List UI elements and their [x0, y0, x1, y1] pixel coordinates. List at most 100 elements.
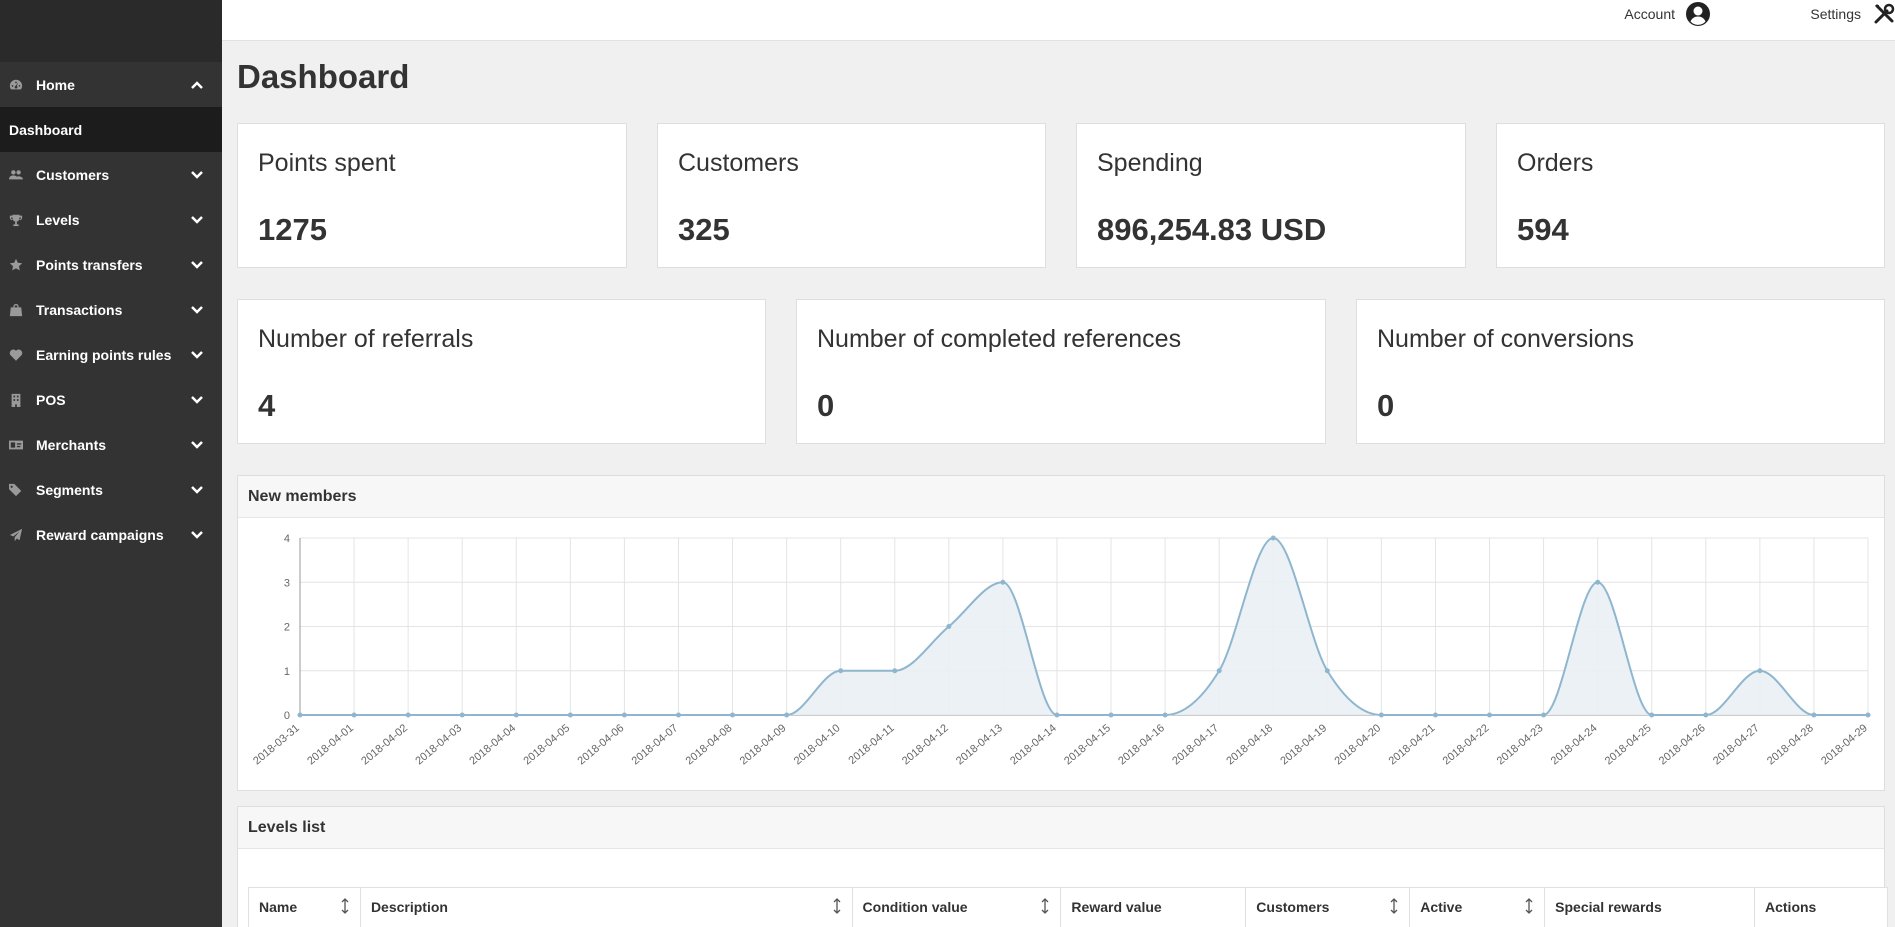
chevron-down-icon	[190, 528, 204, 542]
x-tick-label: 2018-04-05	[521, 722, 572, 767]
dashboard-icon	[8, 77, 24, 93]
sidebar-item-reward-campaigns[interactable]: Reward campaigns	[0, 512, 222, 557]
x-tick-label: 2018-04-24	[1549, 722, 1600, 767]
x-tick-label: 2018-04-22	[1441, 722, 1492, 767]
chart-point	[1432, 712, 1438, 718]
levels-table: Name Description Condition value Reward …	[248, 887, 1888, 927]
column-header-customers[interactable]: Customers	[1245, 887, 1411, 927]
chevron-down-icon	[190, 258, 204, 272]
chevron-up-icon	[190, 78, 204, 92]
account-button[interactable]: Account	[1624, 0, 1711, 28]
stat-card-conversions: Number of conversions 0	[1356, 299, 1885, 444]
stat-value: 325	[678, 212, 730, 247]
stat-card-orders: Orders 594	[1496, 123, 1885, 268]
sidebar: Home Dashboard Customers Levels Points t…	[0, 0, 222, 927]
chart-point	[946, 624, 952, 629]
settings-label: Settings	[1810, 6, 1861, 22]
chart-point	[1649, 712, 1655, 718]
sidebar-item-label: Home	[36, 76, 75, 93]
stat-card-spending: Spending 896,254.83 USD	[1076, 123, 1466, 268]
stat-value: 4	[258, 388, 276, 423]
chart-point	[784, 712, 790, 718]
stat-card-completed-references: Number of completed references 0	[796, 299, 1326, 444]
x-tick-label: 2018-03-31	[251, 722, 302, 767]
chevron-down-icon	[190, 438, 204, 452]
sort-icon	[1390, 898, 1398, 914]
chart-point	[405, 712, 411, 718]
panel-title: Levels list	[238, 807, 1884, 849]
x-tick-label: 2018-04-07	[630, 722, 681, 767]
user-circle-icon	[1686, 2, 1710, 26]
chart-point	[838, 668, 844, 674]
sidebar-logo-area	[0, 0, 222, 62]
stat-label: Spending	[1097, 149, 1203, 177]
sidebar-subitem-label: Dashboard	[9, 121, 83, 138]
sidebar-item-transactions[interactable]: Transactions	[0, 287, 222, 332]
sidebar-item-label: Segments	[36, 481, 103, 498]
chart-point	[1378, 712, 1384, 718]
column-header-name[interactable]: Name	[248, 887, 361, 927]
chevron-down-icon	[190, 168, 204, 182]
y-tick-label: 1	[284, 666, 290, 678]
stat-card-points-spent: Points spent 1275	[237, 123, 627, 268]
x-tick-label: 2018-04-06	[576, 722, 627, 767]
chart-point	[513, 712, 519, 718]
settings-button[interactable]: Settings	[1810, 0, 1895, 28]
star-icon	[8, 257, 24, 273]
column-header-condition-value[interactable]: Condition value	[851, 887, 1062, 927]
chart-point	[1865, 712, 1871, 718]
building-icon	[8, 392, 24, 408]
page-title: Dashboard	[237, 58, 410, 95]
sidebar-item-segments[interactable]: Segments	[0, 467, 222, 512]
column-label: Special rewards	[1555, 899, 1662, 916]
x-tick-label: 2018-04-11	[846, 722, 896, 767]
sidebar-item-pos[interactable]: POS	[0, 377, 222, 422]
y-tick-label: 3	[284, 577, 290, 589]
sidebar-item-points-transfers[interactable]: Points transfers	[0, 242, 222, 287]
x-tick-label: 2018-04-01	[305, 722, 356, 767]
chevron-down-icon	[190, 213, 204, 227]
panel-title: New members	[238, 476, 1884, 518]
column-header-description[interactable]: Description	[359, 887, 853, 927]
stat-label: Number of completed references	[817, 325, 1182, 353]
chart-series-line	[300, 536, 1868, 716]
chart-point	[1595, 579, 1601, 585]
column-header-actions: Actions	[1754, 887, 1888, 927]
sidebar-item-customers[interactable]: Customers	[0, 152, 222, 197]
y-tick-label: 2	[284, 622, 290, 634]
column-header-active[interactable]: Active	[1409, 887, 1546, 927]
sidebar-item-earning-points-rules[interactable]: Earning points rules	[0, 332, 222, 377]
shopping-bag-icon	[8, 302, 24, 318]
stat-card-customers: Customers 325	[657, 123, 1046, 268]
column-label: Active	[1420, 899, 1463, 916]
sidebar-item-label: Levels	[36, 211, 80, 228]
stat-card-referrals: Number of referrals 4	[237, 299, 766, 444]
x-tick-label: 2018-04-03	[413, 722, 464, 767]
stat-value: 1275	[258, 212, 327, 247]
x-tick-label: 2018-04-04	[467, 722, 518, 767]
x-tick-label: 2018-04-15	[1062, 722, 1113, 767]
id-card-icon	[8, 437, 24, 453]
chart-point	[1000, 579, 1006, 585]
chart-point	[1324, 668, 1330, 674]
chevron-down-icon	[190, 483, 204, 497]
x-tick-label: 2018-04-02	[359, 722, 410, 767]
sidebar-item-merchants[interactable]: Merchants	[0, 422, 222, 467]
sidebar-item-home[interactable]: Home	[0, 62, 222, 107]
chart-point	[1541, 712, 1547, 718]
stat-value: 896,254.83 USD	[1097, 212, 1327, 247]
chart-point	[459, 712, 465, 718]
column-header-special-rewards: Special rewards	[1544, 887, 1755, 927]
x-tick-label: 2018-04-26	[1657, 722, 1708, 767]
x-tick-label: 2018-04-08	[684, 722, 735, 767]
sidebar-item-label: Merchants	[36, 436, 107, 453]
column-label: Description	[370, 899, 448, 916]
trophy-icon	[8, 212, 24, 228]
sidebar-subitem-dashboard[interactable]: Dashboard	[0, 107, 222, 152]
stat-label: Number of referrals	[258, 325, 474, 353]
x-tick-label: 2018-04-17	[1170, 722, 1221, 767]
sidebar-item-label: Earning points rules	[36, 346, 172, 363]
chevron-down-icon	[190, 348, 204, 362]
sidebar-item-levels[interactable]: Levels	[0, 197, 222, 242]
